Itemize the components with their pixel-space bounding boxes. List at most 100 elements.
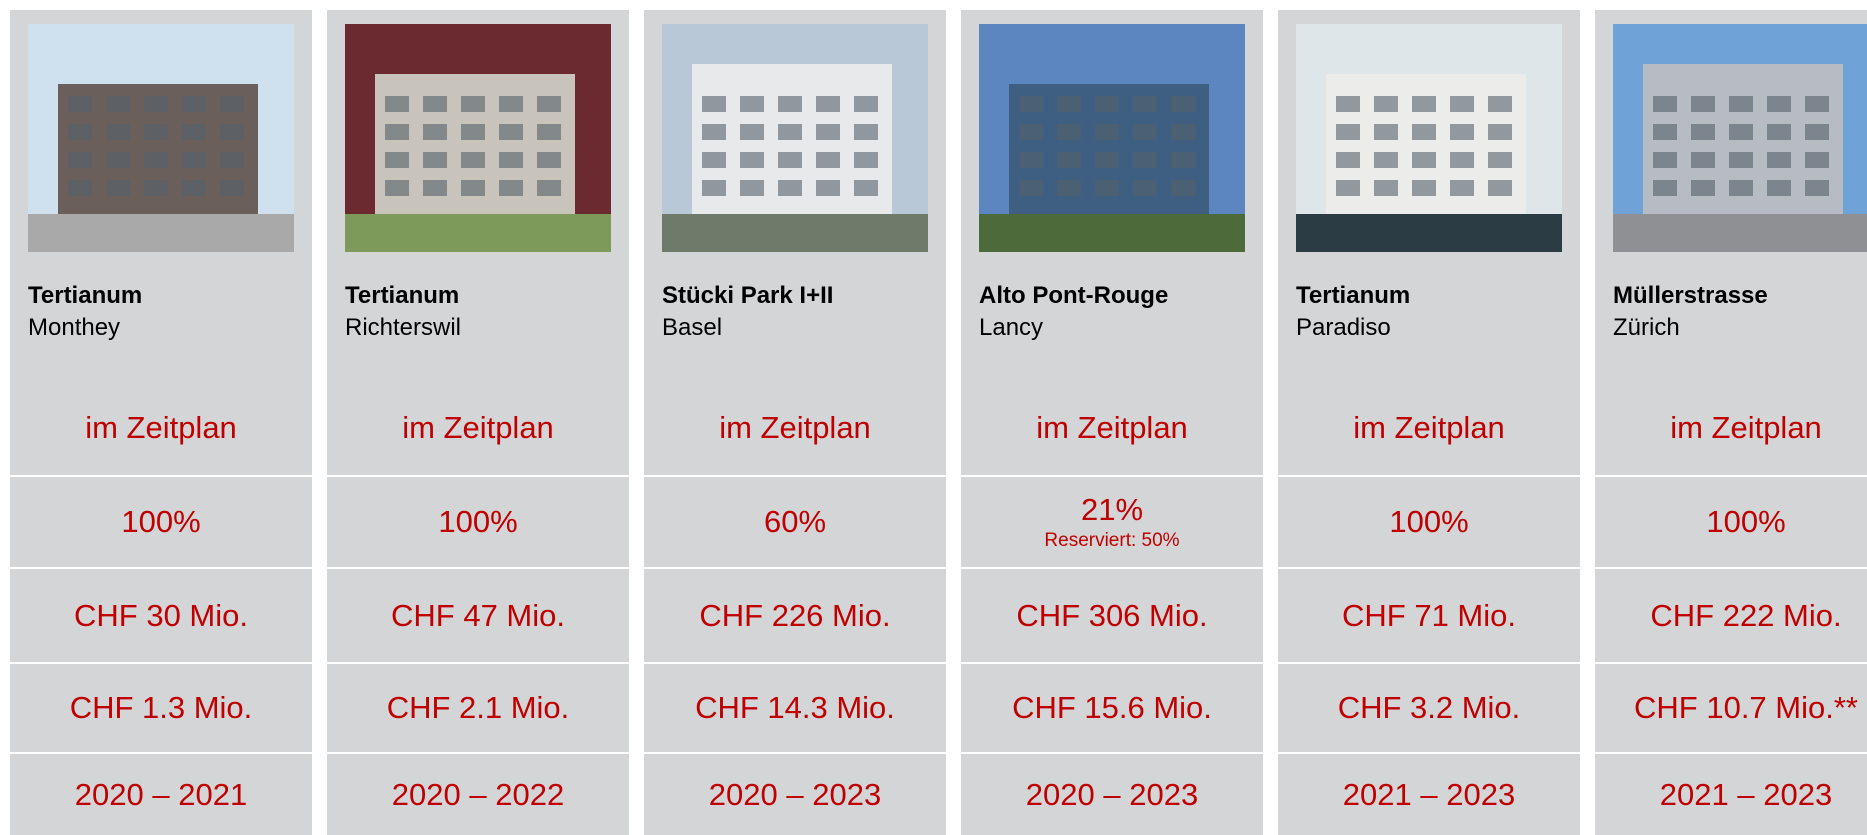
row-divider	[1278, 567, 1580, 569]
row-divider	[1595, 752, 1867, 754]
period-cell: 2021 – 2023	[1595, 754, 1867, 835]
occupancy: 21%	[1080, 492, 1144, 527]
investment-cell: CHF 306 Mio.	[961, 569, 1263, 662]
project-column: Stücki Park I+II Basel im Zeitplan 60% CHF 2…	[644, 10, 946, 835]
investment-cell: CHF 71 Mio.	[1278, 569, 1580, 662]
income-cell: CHF 10.7 Mio.**	[1595, 664, 1867, 752]
period-cell: 2020 – 2023	[644, 754, 946, 835]
income-cell: CHF 14.3 Mio.	[644, 664, 946, 752]
investment-cell: CHF 47 Mio.	[327, 569, 629, 662]
income: CHF 14.3 Mio.	[695, 690, 895, 725]
status: im Zeitplan	[719, 409, 871, 445]
row-divider	[1595, 567, 1867, 569]
occupancy-cell: 100%	[1595, 477, 1867, 567]
project-name: Tertianum	[28, 282, 143, 309]
project-image	[28, 24, 294, 252]
project-location: Monthey	[28, 314, 121, 341]
income: CHF 3.2 Mio.	[1337, 690, 1521, 725]
row-divider	[327, 752, 629, 754]
period: 2020 – 2023	[1025, 776, 1199, 812]
row-divider	[961, 567, 1263, 569]
status: im Zeitplan	[402, 409, 554, 445]
project-location: Paradiso	[1296, 314, 1391, 341]
income: CHF 1.3 Mio.	[69, 690, 253, 725]
row-divider	[644, 752, 946, 754]
project-image	[662, 24, 928, 252]
period-cell: 2021 – 2023	[1278, 754, 1580, 835]
income-cell: CHF 15.6 Mio.	[961, 664, 1263, 752]
period: 2020 – 2021	[74, 776, 248, 812]
status-cell: im Zeitplan	[644, 380, 946, 475]
row-divider	[10, 662, 312, 664]
project-name: Stücki Park I+II	[662, 282, 834, 309]
project-name: Tertianum	[1296, 282, 1411, 309]
status: im Zeitplan	[1353, 409, 1505, 445]
row-divider	[1595, 475, 1867, 477]
row-divider	[961, 752, 1263, 754]
investment: CHF 226 Mio.	[699, 597, 891, 633]
row-divider	[10, 475, 312, 477]
status: im Zeitplan	[1670, 409, 1822, 445]
occupancy-cell: 100%	[10, 477, 312, 567]
investment-cell: CHF 222 Mio.	[1595, 569, 1867, 662]
investment: CHF 47 Mio.	[391, 597, 565, 633]
row-divider	[961, 662, 1263, 664]
status: im Zeitplan	[1036, 409, 1188, 445]
income: CHF 15.6 Mio.	[1012, 690, 1212, 725]
period-cell: 2020 – 2022	[327, 754, 629, 835]
row-divider	[961, 475, 1263, 477]
row-divider	[327, 475, 629, 477]
row-divider	[1595, 662, 1867, 664]
project-name: Tertianum	[345, 282, 460, 309]
row-divider	[10, 752, 312, 754]
project-column: Müllerstrasse Zürich im Zeitplan 100% CHF 22…	[1595, 10, 1867, 835]
investment-cell: CHF 30 Mio.	[10, 569, 312, 662]
occupancy-note: Reserviert: 50%	[1044, 530, 1180, 551]
project-column: Tertianum Richterswil im Zeitplan 100% CHF 4…	[327, 10, 629, 835]
project-image	[345, 24, 611, 252]
row-divider	[327, 567, 629, 569]
project-image	[1613, 24, 1867, 252]
occupancy-cell: 60%	[644, 477, 946, 567]
occupancy: 60%	[763, 504, 827, 539]
project-location: Basel	[662, 314, 723, 341]
occupancy-cell: 100%	[327, 477, 629, 567]
row-divider	[10, 567, 312, 569]
project-location: Lancy	[979, 314, 1044, 341]
status-cell: im Zeitplan	[327, 380, 629, 475]
row-divider	[327, 662, 629, 664]
income-cell: CHF 2.1 Mio.	[327, 664, 629, 752]
project-name: Alto Pont-Rouge	[979, 282, 1169, 309]
status-cell: im Zeitplan	[1595, 380, 1867, 475]
investment: CHF 306 Mio.	[1016, 597, 1208, 633]
status-cell: im Zeitplan	[961, 380, 1263, 475]
investment: CHF 222 Mio.	[1650, 597, 1842, 633]
income-cell: CHF 1.3 Mio.	[10, 664, 312, 752]
occupancy: 100%	[121, 504, 201, 539]
occupancy-cell: 21% Reserviert: 50%	[961, 477, 1263, 567]
period-cell: 2020 – 2021	[10, 754, 312, 835]
period-cell: 2020 – 2023	[961, 754, 1263, 835]
occupancy: 100%	[438, 504, 518, 539]
period: 2020 – 2022	[391, 776, 565, 812]
row-divider	[1278, 752, 1580, 754]
occupancy: 100%	[1706, 504, 1786, 539]
project-column: Tertianum Monthey im Zeitplan 100% CHF 30 Mi…	[10, 10, 312, 835]
income: CHF 10.7 Mio.**	[1634, 690, 1858, 725]
project-image	[979, 24, 1245, 252]
project-name: Müllerstrasse	[1613, 282, 1768, 309]
row-divider	[1278, 662, 1580, 664]
occupancy: 100%	[1389, 504, 1469, 539]
status: im Zeitplan	[85, 409, 237, 445]
row-divider	[1278, 475, 1580, 477]
period: 2021 – 2023	[1659, 776, 1833, 812]
project-location: Richterswil	[345, 314, 462, 341]
row-divider	[644, 567, 946, 569]
occupancy-cell: 100%	[1278, 477, 1580, 567]
row-divider	[644, 662, 946, 664]
income-cell: CHF 3.2 Mio.	[1278, 664, 1580, 752]
project-image	[1296, 24, 1562, 252]
period: 2020 – 2023	[708, 776, 882, 812]
